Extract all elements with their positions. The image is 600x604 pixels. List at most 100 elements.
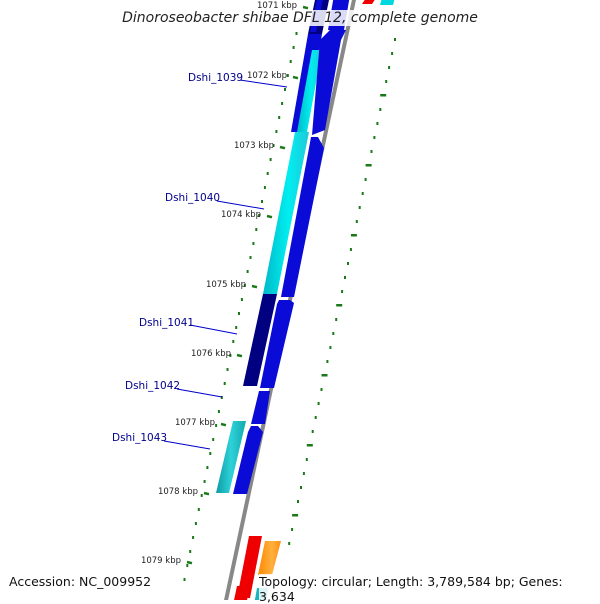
leader-dshi-1041 [189, 324, 238, 335]
genome-summary: Topology: circular; Length: 3,789,584 bp… [259, 574, 600, 604]
scale-minor-tick [240, 298, 243, 301]
scale-minor-tick [284, 88, 286, 91]
gc-content-mark [288, 542, 291, 545]
cds-feature-blue-forward-2 [312, 30, 346, 135]
scale-minor-tick [194, 522, 197, 525]
scale-minor-tick [266, 172, 269, 175]
kbp-label: 1071 kbp [257, 1, 297, 11]
scale-minor-tick [249, 256, 252, 259]
scale-minor-tick [292, 46, 295, 49]
cds-feature-dshi-1039-cyan [297, 50, 322, 132]
gc-content-mark [302, 472, 305, 475]
cds-feature-blue-forward-4 [260, 300, 294, 388]
gc-content-mark [350, 234, 357, 237]
gc-content-mark [379, 108, 382, 111]
gc-content-mark [394, 38, 396, 41]
kbp-tick [292, 75, 299, 80]
gc-content-mark [364, 178, 367, 181]
gc-content-mark [391, 52, 394, 55]
scale-minor-tick [289, 60, 292, 63]
kbp-tick [251, 284, 258, 289]
scale-minor-tick [269, 158, 272, 161]
scale-minor-tick [200, 494, 203, 497]
gc-content-mark [332, 332, 335, 335]
kbp-tick [236, 353, 243, 358]
kbp-tick [203, 491, 210, 496]
gc-content-mark [336, 304, 343, 307]
gene-label-dshi-1041[interactable]: Dshi_1041 [139, 317, 194, 329]
cds-feature-blue-forward-3 [281, 137, 324, 297]
gc-content-mark [373, 136, 376, 139]
gc-content-mark [326, 360, 329, 363]
scale-minor-tick [212, 438, 215, 441]
gc-content-mark [355, 220, 358, 223]
scale-minor-tick [263, 186, 266, 189]
gene-label-dshi-1039[interactable]: Dshi_1039 [188, 72, 243, 84]
gene-label-leaders [163, 79, 288, 450]
scale-minor-tick [217, 410, 220, 413]
genome-title: Dinoroseobacter shibae DFL 12, complete … [0, 10, 600, 26]
gc-content-mark [314, 416, 317, 419]
gc-content-mark [341, 290, 344, 293]
gene-label-dshi-1042[interactable]: Dshi_1042 [125, 380, 180, 392]
gc-content-mark [347, 262, 349, 265]
kbp-label: 1076 kbp [191, 349, 231, 359]
scale-minor-tick [192, 536, 195, 539]
scale-minor-tick [223, 382, 226, 385]
gc-content-mark [385, 80, 388, 83]
gene-label-dshi-1043[interactable]: Dshi_1043 [112, 432, 167, 444]
accession-text: Accession: NC_009952 [9, 574, 152, 589]
kbp-tick [266, 214, 273, 219]
gc-content-mark [380, 94, 387, 97]
gc-content-mark [311, 430, 314, 433]
gc-content-mark [329, 346, 332, 349]
scale-minor-tick [226, 368, 229, 371]
gc-content-track-left [183, 18, 301, 581]
scale-minor-tick [220, 396, 223, 399]
scale-minor-tick [232, 340, 235, 343]
gc-content-mark [344, 276, 346, 279]
scale-minor-tick [286, 74, 289, 77]
scale-minor-tick [203, 480, 206, 483]
kbp-tick [302, 5, 309, 10]
kbp-label: 1074 kbp [221, 210, 261, 220]
gc-content-mark [320, 388, 323, 391]
scale-minor-tick [295, 32, 298, 35]
leader-dshi-1039 [239, 79, 288, 88]
genome-title-text: Dinoroseobacter shibae DFL 12, complete … [120, 10, 480, 26]
gc-content-mark [335, 318, 338, 321]
kbp-tick [279, 145, 286, 150]
gc-content-mark [349, 248, 352, 251]
reverse-strand-features [216, 0, 329, 600]
gc-content-mark [291, 528, 294, 531]
kbp-label: 1079 kbp [141, 556, 181, 566]
scale-minor-tick [281, 102, 284, 105]
cds-feature-dshi-1043 [216, 421, 246, 493]
scale-minor-tick [197, 508, 200, 511]
cds-feature-dshi-1040 [263, 132, 309, 294]
cds-feature-blue-forward-6 [233, 426, 263, 494]
scale-minor-tick [261, 200, 263, 203]
kbp-label: 1078 kbp [158, 487, 198, 497]
gc-content-mark [292, 514, 299, 517]
gc-content-mark [321, 374, 328, 377]
scale-minor-tick [229, 354, 232, 357]
scale-minor-tick [278, 116, 281, 119]
scale-minor-tick [243, 284, 246, 287]
cds-feature-dshi-1041 [243, 294, 277, 386]
gc-content-mark [306, 444, 313, 447]
gc-content-mark [305, 458, 308, 461]
scale-minor-tick [209, 452, 212, 455]
cds-feature-orange-bottom [258, 541, 281, 575]
scale-minor-tick [238, 312, 240, 315]
kbp-tick [186, 560, 193, 565]
scale-minor-tick [275, 130, 278, 133]
gc-content-mark [361, 192, 364, 195]
accession-label: Accession: NC_009952 [9, 574, 152, 589]
leader-dshi-1042 [176, 388, 223, 398]
cds-feature-red-bottom-left [237, 536, 262, 598]
scale-minor-tick [186, 564, 189, 567]
gene-label-dshi-1040[interactable]: Dshi_1040 [165, 192, 220, 204]
scale-minor-tick [252, 242, 255, 245]
